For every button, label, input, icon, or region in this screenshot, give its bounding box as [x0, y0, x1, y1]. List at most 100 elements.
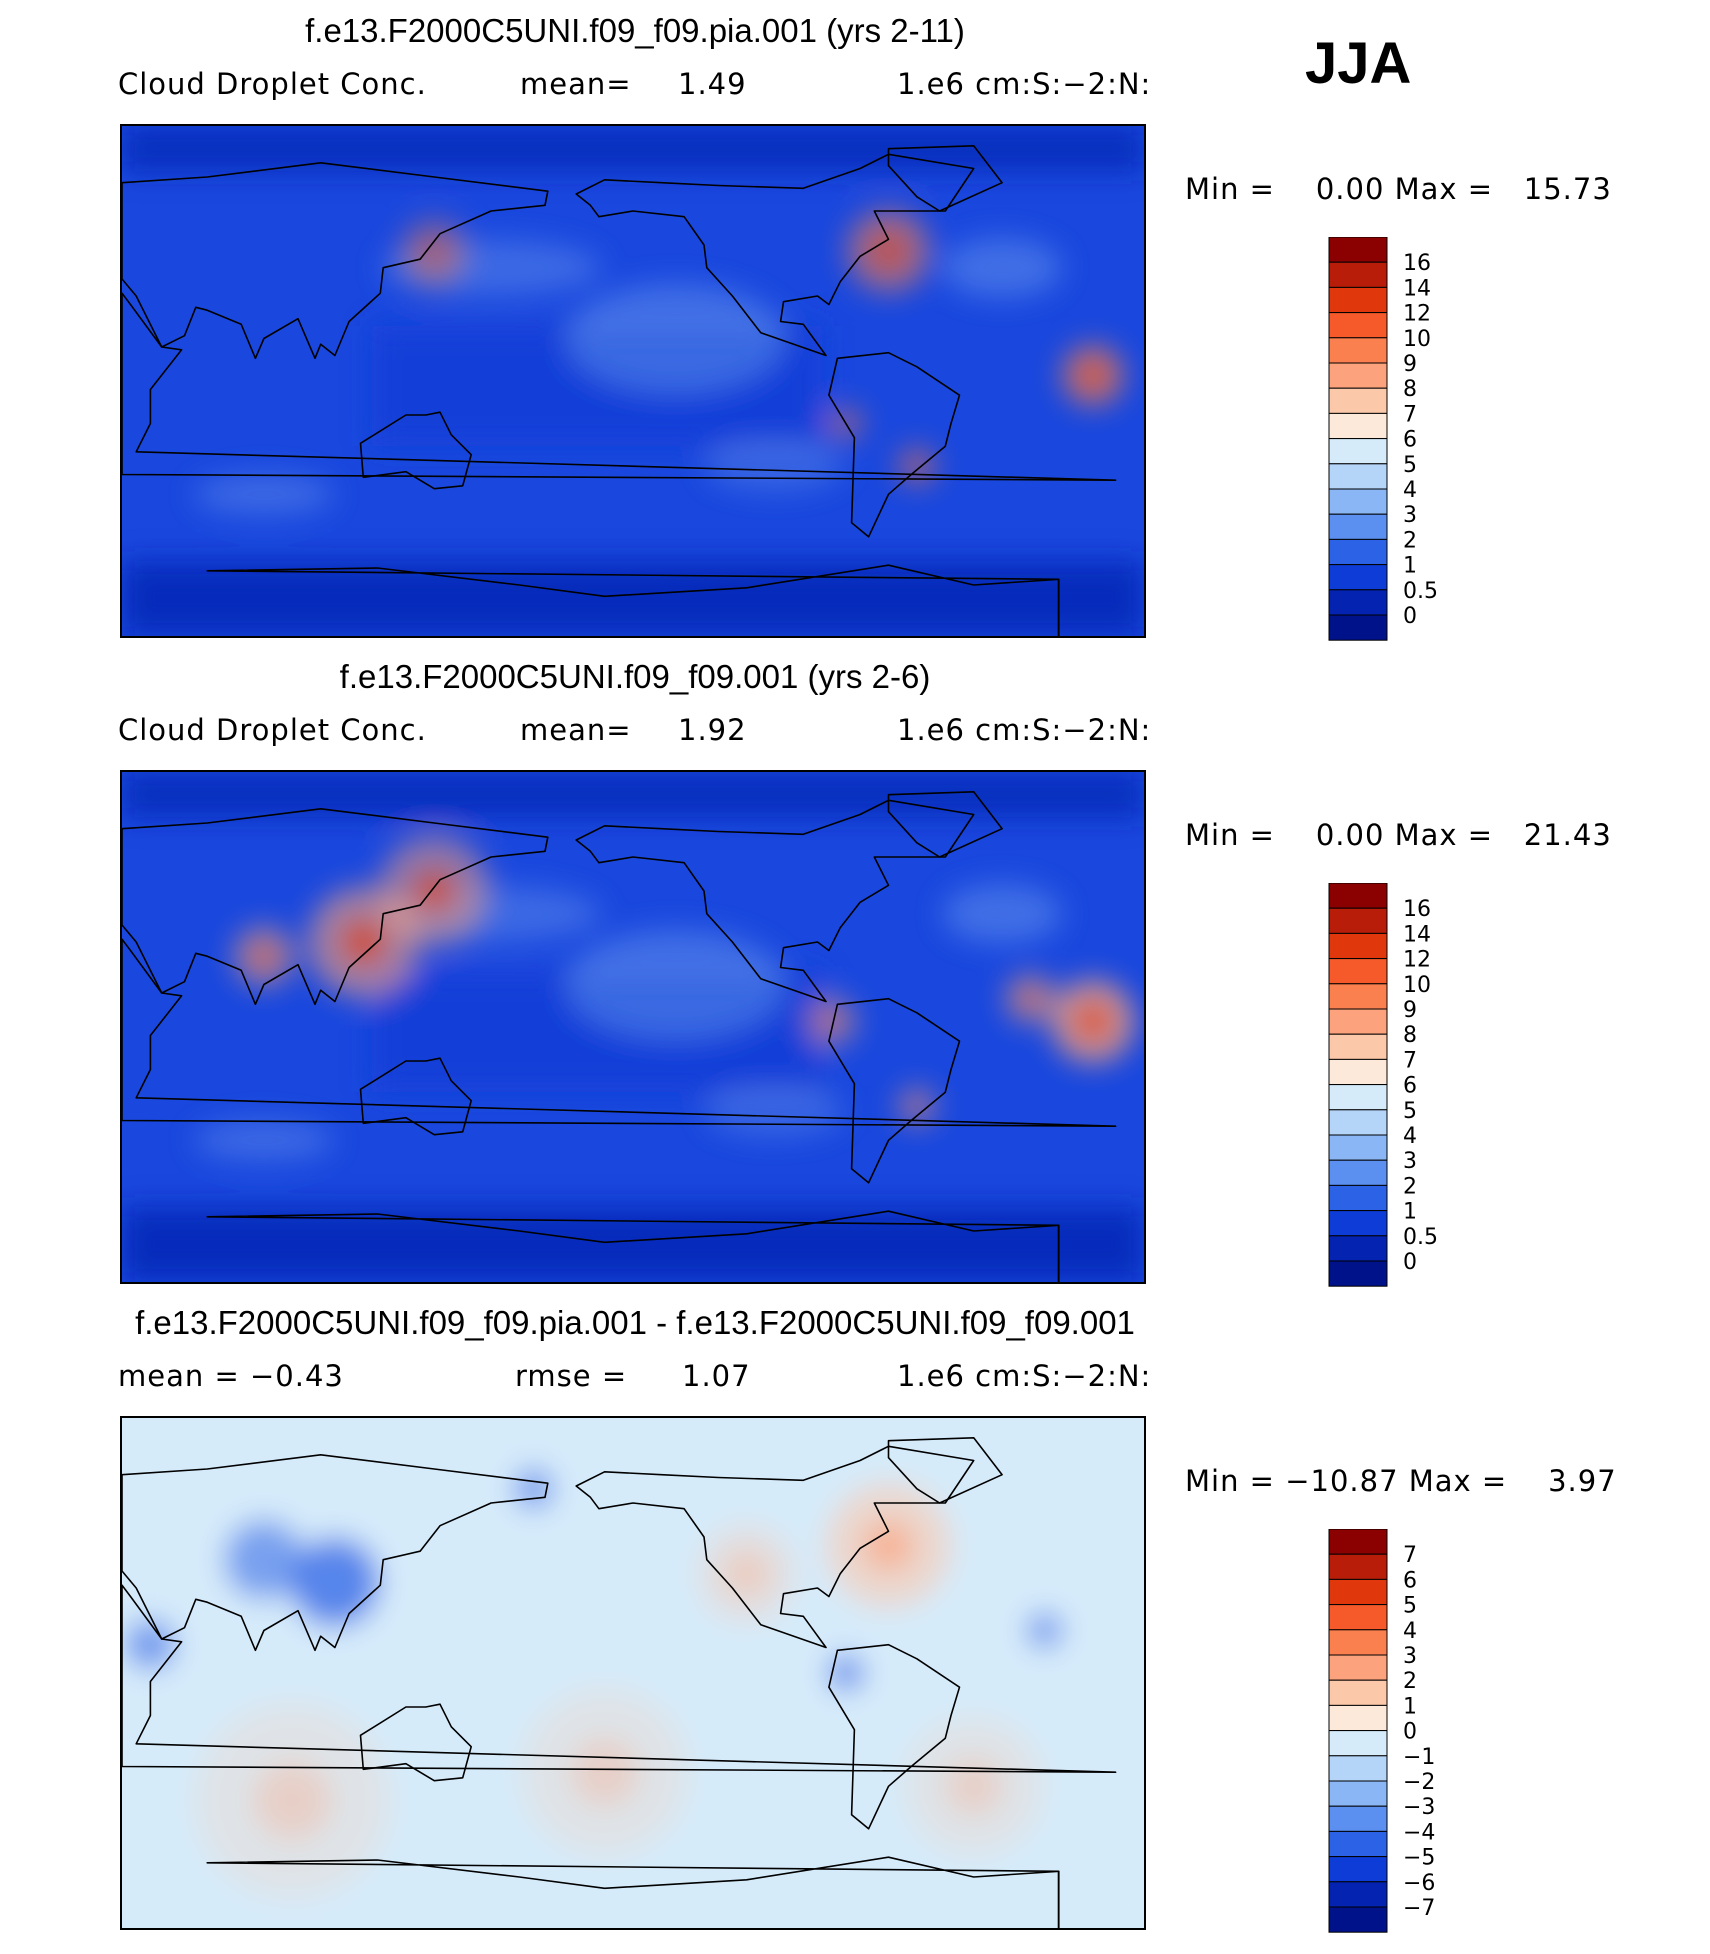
- color-bar-swatch: [1328, 261, 1388, 288]
- color-bar-tick-label: 2: [1403, 528, 1417, 553]
- color-bar-tick-label: 4: [1403, 1124, 1417, 1149]
- color-bar-swatch: [1328, 286, 1388, 314]
- landmass-africa: [122, 1584, 1117, 1773]
- color-bar-tick-label: −1: [1403, 1745, 1435, 1770]
- world-map: [120, 770, 1146, 1284]
- landmass-antarctica: [206, 564, 1060, 636]
- color-bar-tick-label: 9: [1403, 998, 1417, 1023]
- season-label: JJA: [1305, 31, 1412, 96]
- color-bar-swatch: [1328, 1058, 1388, 1086]
- variable-label: Cloud Droplet Conc.: [118, 713, 427, 747]
- color-bar-tick-label: −2: [1403, 1770, 1435, 1795]
- color-bar-swatch: [1328, 1159, 1388, 1186]
- color-bar-swatch: [1328, 1780, 1388, 1807]
- color-bar-tick-label: 8: [1403, 1023, 1417, 1048]
- color-bar-swatch: [1328, 438, 1388, 465]
- landmass-north-america: [575, 153, 975, 357]
- color-bar-swatch: [1328, 1553, 1388, 1580]
- color-bar-swatch: [1328, 337, 1388, 364]
- color-bar-tick-label: 10: [1403, 973, 1431, 998]
- landmass-eurasia: [122, 162, 549, 360]
- coastlines: [122, 791, 1117, 1282]
- landmass-greenland: [887, 1437, 1003, 1504]
- color-bar-tick-label: 1: [1403, 1694, 1417, 1719]
- color-bar-tick-label: 7: [1403, 1048, 1417, 1073]
- color-bar-tick-label: 14: [1403, 922, 1431, 947]
- color-bar-swatch: [1328, 362, 1388, 389]
- color-bar-swatch: [1328, 237, 1388, 263]
- color-bar-swatch: [1328, 412, 1388, 440]
- color-bar-swatch: [1328, 1109, 1388, 1136]
- color-bar-tick-label: 0: [1403, 1250, 1417, 1275]
- landmass-south-america: [828, 997, 961, 1184]
- color-bar-tick-label: 4: [1403, 1619, 1417, 1644]
- units-label: 1.e6 cm:S:−2:N:: [897, 1359, 1152, 1393]
- landmass-south-america: [828, 1643, 961, 1830]
- color-bar-swatch: [1328, 883, 1388, 909]
- color-bar-swatch: [1328, 1679, 1388, 1706]
- color-bar-tick-label: 16: [1403, 897, 1431, 922]
- color-bar-tick-label: −4: [1403, 1820, 1435, 1845]
- landmass-africa: [122, 938, 1117, 1127]
- coastlines: [122, 145, 1117, 636]
- color-bar-tick-label: 3: [1403, 1644, 1417, 1669]
- min-max-label: Min = 0.00 Max = 21.43: [1185, 818, 1612, 852]
- panel-title: f.e13.F2000C5UNI.f09_f09.pia.001 (yrs 2-…: [305, 12, 965, 49]
- color-bar-swatch: [1328, 1235, 1388, 1262]
- color-bar-tick-label: 4: [1403, 478, 1417, 503]
- color-bar-swatch: [1328, 1629, 1388, 1656]
- color-bar-swatch: [1328, 1704, 1388, 1732]
- color-bar-tick-label: −5: [1403, 1846, 1435, 1871]
- landmass-australia: [359, 411, 472, 490]
- color-bar-tick-label: 12: [1403, 302, 1431, 327]
- field-shading: [122, 772, 1144, 1282]
- color-bar-swatch: [1328, 614, 1388, 641]
- color-bar-swatch: [1328, 513, 1388, 540]
- color-bar-swatch: [1328, 463, 1388, 490]
- landmass-australia: [359, 1703, 472, 1782]
- color-bar-tick-label: 2: [1403, 1669, 1417, 1694]
- color-bar-tick-label: 3: [1403, 503, 1417, 528]
- color-bar: 7 6 5 4 3 2 1 0 −1 −2 −3 −4 −5 −6 −7: [1325, 1529, 1465, 1939]
- color-bar-swatch: [1328, 1755, 1388, 1782]
- color-bar-swatch: [1328, 983, 1388, 1010]
- color-bar-swatch: [1328, 1033, 1388, 1060]
- color-bar-swatch: [1328, 907, 1388, 934]
- color-bar-tick-label: 7: [1403, 402, 1417, 427]
- panel-title: f.e13.F2000C5UNI.f09_f09.001 (yrs 2-6): [339, 658, 931, 695]
- color-bar-swatch: [1328, 387, 1388, 414]
- units-label: 1.e6 cm:S:−2:N:: [897, 713, 1152, 747]
- color-bar-swatch: [1328, 1906, 1388, 1933]
- landmass-antarctica: [206, 1856, 1060, 1928]
- mean-label: mean = −0.43: [118, 1359, 344, 1393]
- color-bar-swatch: [1328, 1184, 1388, 1212]
- color-bar-tick-label: −7: [1403, 1896, 1435, 1921]
- landmass-south-america: [828, 351, 961, 538]
- min-max-label: Min = 0.00 Max = 15.73: [1185, 172, 1612, 206]
- landmass-eurasia: [122, 1454, 549, 1652]
- world-map: [120, 1416, 1146, 1930]
- color-bar-tick-label: 9: [1403, 352, 1417, 377]
- color-bar-tick-label: 0: [1403, 1720, 1417, 1745]
- stat-value: 1.49: [678, 67, 747, 101]
- color-bar-swatch: [1328, 1654, 1388, 1681]
- color-bar-tick-label: 6: [1403, 1568, 1417, 1593]
- color-bar-tick-label: 10: [1403, 327, 1431, 352]
- color-bar-tick-label: 5: [1403, 1594, 1417, 1619]
- color-bar-tick-label: 16: [1403, 251, 1431, 276]
- color-bar-swatch: [1328, 958, 1388, 985]
- color-bar-swatch: [1328, 1578, 1388, 1606]
- map-panel-1: f.e13.F2000C5UNI.f09_f09.pia.001 (yrs 2-…: [0, 12, 1710, 662]
- color-bar-tick-label: 6: [1403, 1074, 1417, 1099]
- color-bar-tick-label: 6: [1403, 428, 1417, 453]
- landmass-north-america: [575, 799, 975, 1003]
- stat-value: 1.07: [682, 1359, 751, 1393]
- color-bar-tick-label: −3: [1403, 1795, 1435, 1820]
- stat-label: rmse =: [515, 1359, 628, 1393]
- color-bar-swatch: [1328, 1604, 1388, 1631]
- color-bar-swatch: [1328, 1084, 1388, 1111]
- map-panel-3: f.e13.F2000C5UNI.f09_f09.pia.001 - f.e13…: [0, 1304, 1710, 1954]
- color-bar-tick-label: 0.5: [1403, 579, 1438, 604]
- color-bar-swatch: [1328, 1260, 1388, 1287]
- color-bar-swatch: [1328, 1730, 1388, 1757]
